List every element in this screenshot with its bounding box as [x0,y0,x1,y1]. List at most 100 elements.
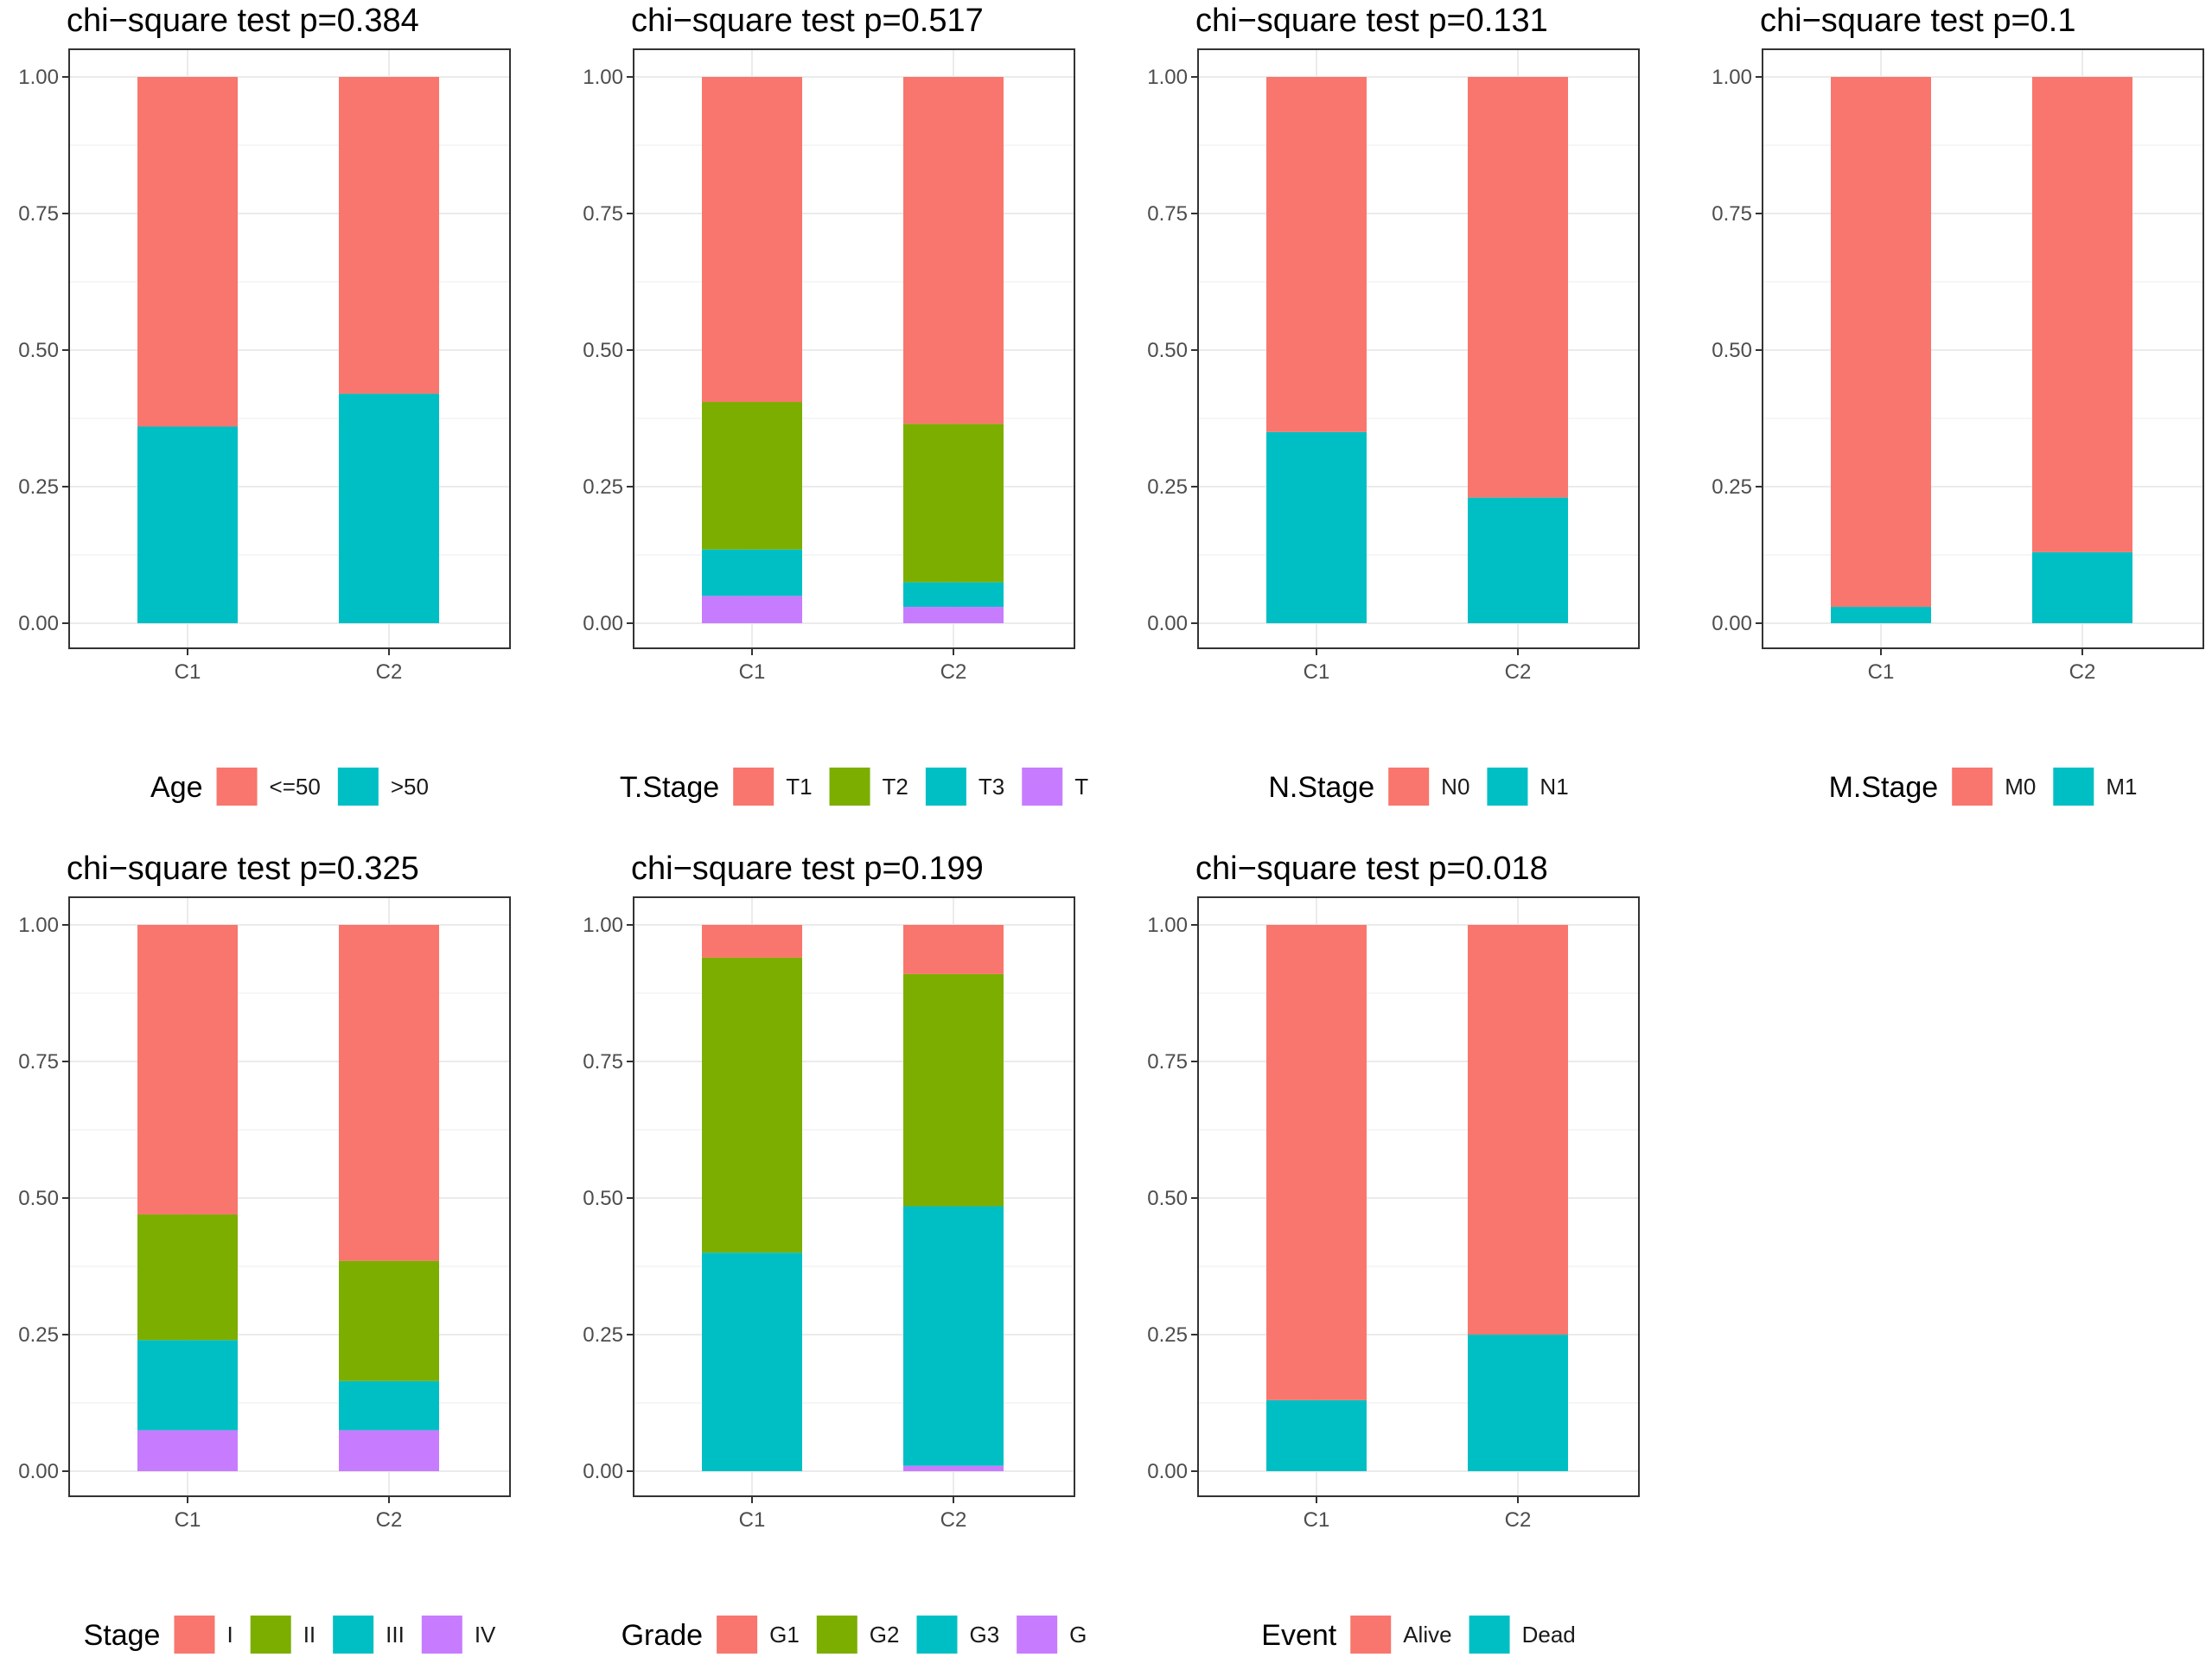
x-tick-label: C1 [739,660,766,684]
bar-segment-c1-1 [137,77,238,427]
x-tick-label: C1 [1304,660,1330,684]
y-tick-label: 0.25 [18,1323,59,1347]
legend-title: Stage [84,1619,161,1652]
x-tick-label: C2 [376,1508,403,1532]
chart-title: chi−square test p=0.1 [1760,3,2075,39]
x-tick-label: C1 [1304,1508,1330,1532]
legend-title: M.Stage [1829,771,1939,804]
legend: M.Stage M0 M1 [1829,768,2137,806]
legend-label: T2 [883,774,908,800]
legend-key-4 [1022,768,1063,806]
bar-segment-c1-1 [702,77,802,403]
legend-label: M0 [2005,774,2036,800]
plot-border [633,48,1075,649]
bar-segment-c1-2 [1831,607,1931,623]
bar-segment-c2-1 [339,925,439,1261]
x-tick-label: C2 [376,660,403,684]
bar-segment-c1-2 [137,426,238,623]
bar-segment-c2-2 [339,1260,439,1381]
legend-label: II [303,1622,316,1648]
legend-key-2 [1487,768,1528,806]
y-tick-label: 1.00 [583,66,623,89]
plot-border [1762,48,2204,649]
legend-key-4 [1017,1616,1058,1654]
y-tick-label: 0.75 [583,1050,623,1074]
legend-label: >50 [391,774,429,800]
bar-segment-c1-4 [702,596,802,623]
bar-segment-c2-4 [903,1465,1004,1471]
chart-panel-4: chi−square test p=0.1 0.00 0.25 0.50 0.75 1.0… [1712,3,2204,806]
x-tick-label: C2 [940,1508,967,1532]
legend-label: <=50 [270,774,321,800]
bar-segment-c2-3 [903,1206,1004,1466]
y-tick-label: 0.00 [18,1460,59,1483]
y-tick-label: 0.25 [1147,1323,1188,1347]
y-tick-label: 0.25 [1712,475,1752,499]
y-tick-label: 0.00 [1147,1460,1188,1483]
y-tick-label: 0.75 [1147,1050,1188,1074]
y-tick-label: 1.00 [1147,914,1188,937]
legend-key-1 [1350,1616,1392,1654]
x-tick-label: C1 [175,1508,201,1532]
bar-segment-c2-2 [339,393,439,623]
legend-label: N1 [1539,774,1568,800]
plot-background [634,897,1074,1496]
bar-segment-c2-1 [1468,77,1568,498]
legend-key-2 [1469,1616,1510,1654]
bar-segment-c2-3 [903,582,1004,608]
chart-panel-2: chi−square test p=0.517 0.00 0.25 0.50 0.75 1… [583,3,1088,806]
y-tick-label: 0.50 [583,1187,623,1210]
y-tick-label: 0.00 [1147,612,1188,635]
legend-label: I [226,1622,233,1648]
chart-title: chi−square test p=0.384 [67,3,419,39]
plot-border [1197,896,1640,1497]
bar-segment-c1-3 [702,1252,802,1471]
legend-key-1 [174,1616,215,1654]
x-tick-label: C2 [1505,1508,1532,1532]
chart-panel-1: chi−square test p=0.384 0.00 0.25 0.50 0.75 1… [18,3,511,806]
bar-segment-c1-1 [1266,77,1367,432]
chart-panel-6: chi−square test p=0.199 0.00 0.25 0.50 0.75 1… [583,851,1087,1654]
legend-title: Age [150,771,203,804]
legend-label: G2 [870,1622,900,1648]
bar-segment-c2-2 [2032,551,2132,623]
bar-segment-c2-1 [2032,77,2132,552]
y-tick-label: 0.50 [1712,339,1752,362]
bar-segment-c2-3 [339,1380,439,1431]
chart-title: chi−square test p=0.018 [1195,851,1548,887]
legend-key-3 [333,1616,374,1654]
y-tick-label: 0.00 [583,1460,623,1483]
legend-key-2 [2053,768,2094,806]
y-tick-label: 0.75 [583,202,623,226]
chart-panel-7: chi−square test p=0.018 0.00 0.25 0.50 0.75 1… [1147,851,1640,1654]
legend: Age <=50 >50 [150,768,429,806]
y-tick-label: 0.75 [1147,202,1188,226]
legend: Stage I II III IV [84,1616,496,1654]
legend-key-2 [337,768,379,806]
legend-label: G1 [769,1622,800,1648]
y-tick-label: 0.50 [1147,339,1188,362]
plot-background [69,49,510,648]
bar-segment-c1-3 [702,549,802,596]
y-tick-label: 0.00 [18,612,59,635]
bar-segment-c1-2 [1266,1399,1367,1471]
legend-label: N0 [1441,774,1469,800]
x-tick-label: C1 [1868,660,1895,684]
legend-key-1 [1388,768,1430,806]
legend-key-4 [421,1616,462,1654]
chart-title: chi−square test p=0.517 [631,3,984,39]
legend-label: G [1069,1622,1087,1648]
legend-key-2 [816,1616,857,1654]
plot-border [68,48,511,649]
x-tick-label: C1 [739,1508,766,1532]
chart-title: chi−square test p=0.199 [631,851,984,887]
chart-panel-3: chi−square test p=0.131 0.00 0.25 0.50 0.75 1… [1147,3,1640,806]
y-tick-label: 0.25 [1147,475,1188,499]
x-tick-label: C2 [2069,660,2096,684]
y-tick-label: 0.75 [1712,202,1752,226]
legend-key-1 [717,1616,758,1654]
legend-label: T3 [979,774,1004,800]
bar-segment-c1-3 [137,1340,238,1431]
x-tick-label: C2 [940,660,967,684]
